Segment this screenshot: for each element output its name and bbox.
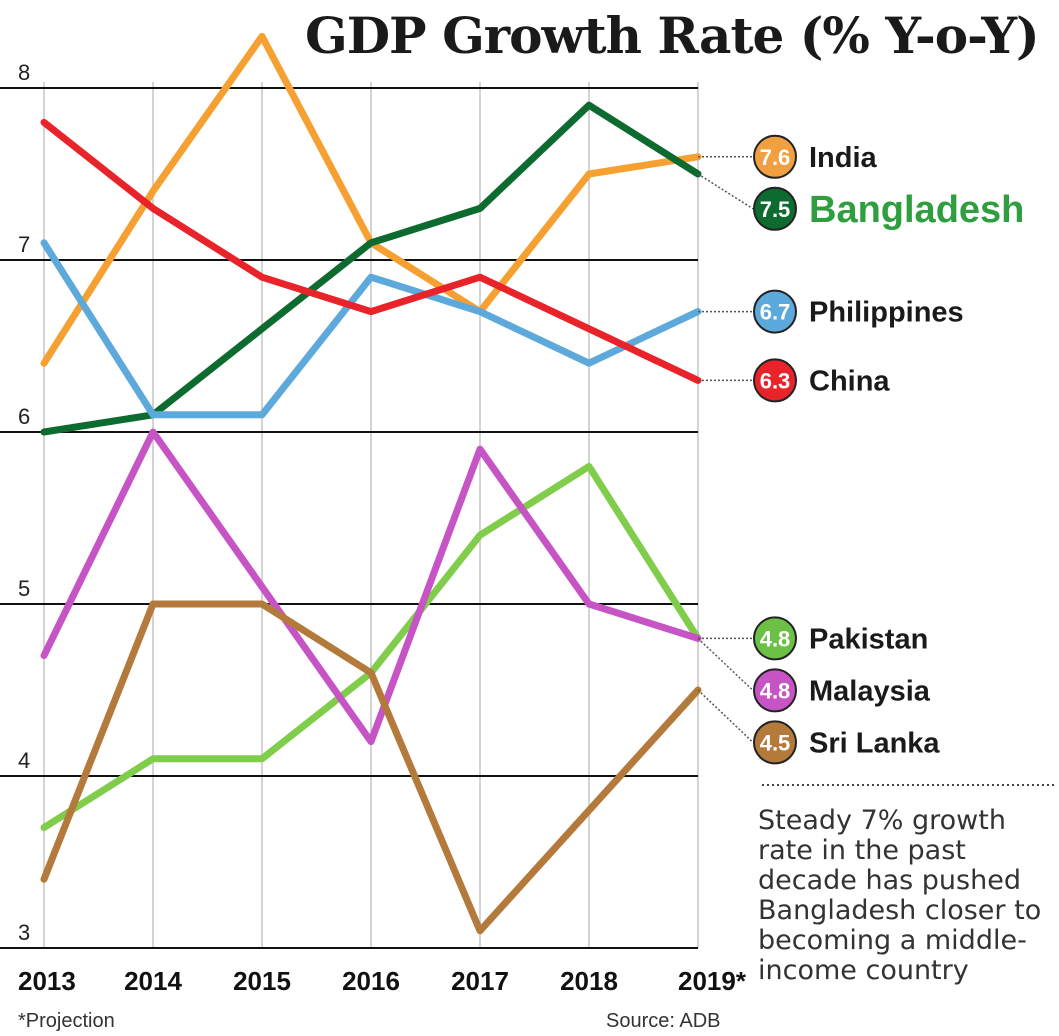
legend-name-bangladesh: Bangladesh bbox=[809, 189, 1024, 231]
x-tick-label: 2016 bbox=[342, 966, 400, 996]
value-badge-china bbox=[753, 358, 797, 403]
axis-layer: 3 4 5 6 7 8 2013 2014 2015 2016 2017 2018 2019* bbox=[18, 60, 747, 996]
value-label-philippines: 6.7 bbox=[760, 300, 791, 325]
series-layer bbox=[40, 32, 702, 935]
y-tick-label: 7 bbox=[18, 232, 30, 257]
value-label-china: 6.3 bbox=[760, 368, 791, 393]
value-badge-bangladesh bbox=[753, 186, 797, 231]
legend-name-sri-lanka: Sri Lanka bbox=[809, 727, 940, 759]
x-tick-label: 2014 bbox=[124, 966, 182, 996]
value-badge-pakistan bbox=[753, 616, 797, 661]
value-label-malaysia: 4.8 bbox=[760, 678, 791, 703]
grid-layer bbox=[0, 82, 699, 949]
x-tick-label: 2015 bbox=[233, 966, 291, 996]
y-tick-label: 5 bbox=[18, 576, 30, 601]
chart-title: GDP Growth Rate (% Y-o-Y) bbox=[305, 6, 1040, 65]
y-tick-label: 8 bbox=[18, 60, 30, 85]
leader-line-sri-lanka bbox=[697, 689, 754, 743]
legend-layer: 7.6 India 7.5 Bangladesh 6.7 Philippines 6.3 Ch… bbox=[697, 134, 1024, 765]
legend-name-philippines: Philippines bbox=[809, 297, 964, 329]
legend-name-india: India bbox=[809, 142, 878, 174]
x-tick-label: 2019* bbox=[678, 966, 747, 996]
x-tick-label: 2013 bbox=[18, 966, 76, 996]
value-badge-malaysia bbox=[753, 668, 797, 713]
y-tick-label: 3 bbox=[18, 920, 30, 945]
value-label-india: 7.6 bbox=[760, 145, 791, 170]
value-badge-sri-lanka bbox=[753, 720, 797, 765]
series-line-malaysia bbox=[40, 428, 702, 746]
footnote: *Projection bbox=[18, 1010, 115, 1032]
value-label-pakistan: 4.8 bbox=[760, 626, 791, 651]
annotation-note: Steady 7% growth rate in the past decade… bbox=[758, 805, 1042, 986]
y-tick-label: 6 bbox=[18, 404, 30, 429]
series-line-sri-lanka bbox=[40, 600, 702, 935]
series-line-china bbox=[40, 118, 702, 384]
legend-name-malaysia: Malaysia bbox=[809, 675, 931, 707]
source-note: Source: ADB bbox=[606, 1010, 721, 1032]
y-tick-label: 4 bbox=[18, 748, 30, 773]
value-badge-philippines bbox=[753, 289, 797, 334]
leader-line-malaysia bbox=[697, 637, 754, 691]
leader-line-bangladesh bbox=[697, 173, 754, 210]
x-tick-label: 2018 bbox=[560, 966, 618, 996]
legend-name-china: China bbox=[809, 365, 890, 397]
value-label-bangladesh: 7.5 bbox=[760, 197, 791, 222]
value-badge-india bbox=[753, 134, 797, 179]
series-line-philippines bbox=[40, 239, 702, 419]
legend-name-pakistan: Pakistan bbox=[809, 623, 928, 655]
x-tick-label: 2017 bbox=[451, 966, 509, 996]
value-label-sri-lanka: 4.5 bbox=[760, 730, 791, 755]
